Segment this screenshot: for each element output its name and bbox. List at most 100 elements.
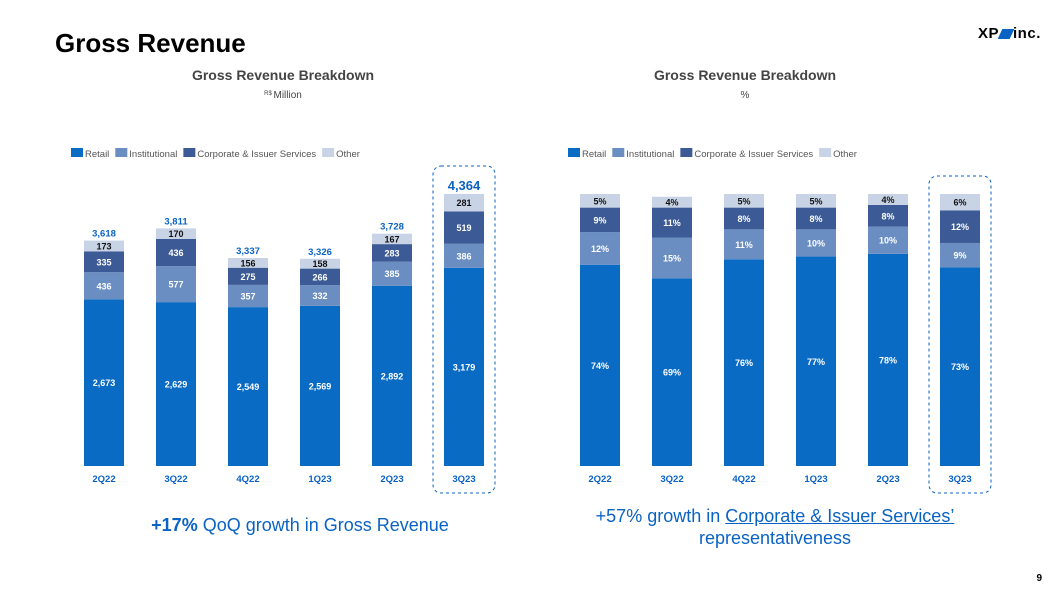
legend-label-other: Other bbox=[833, 149, 857, 160]
data-label-institutional-4Q22: 357 bbox=[240, 292, 255, 302]
data-label-corporate-issuer-services-3Q23: 519 bbox=[456, 223, 471, 233]
x-tick-3Q23: 3Q23 bbox=[948, 474, 971, 485]
data-label-other-3Q22: 4% bbox=[665, 198, 678, 208]
chart-title: Gross Revenue Breakdown bbox=[654, 67, 836, 83]
logo-text-right: inc. bbox=[1013, 25, 1041, 42]
qoq-growth-caption: +17% QoQ growth in Gross Revenue bbox=[60, 515, 540, 536]
data-label-institutional-4Q22: 11% bbox=[735, 240, 753, 250]
data-label-corporate-issuer-services-2Q23: 8% bbox=[881, 211, 894, 221]
bar-other-3Q22 bbox=[156, 228, 196, 240]
chart-subtitle: % bbox=[741, 90, 750, 101]
bar-corporate-issuer-services-4Q22 bbox=[724, 207, 764, 230]
bar-retail-1Q23 bbox=[300, 305, 340, 466]
bar-other-1Q23 bbox=[300, 258, 340, 269]
data-label-corporate-issuer-services-1Q23: 266 bbox=[312, 272, 327, 282]
data-label-other-2Q23: 4% bbox=[881, 195, 894, 205]
highlight-box-3Q23 bbox=[432, 165, 496, 494]
bar-other-3Q22 bbox=[652, 196, 692, 208]
chart-title: Gross Revenue Breakdown bbox=[192, 67, 374, 83]
x-tick-4Q22: 4Q22 bbox=[236, 474, 259, 485]
bar-institutional-2Q23 bbox=[372, 261, 412, 286]
bar-institutional-4Q22 bbox=[228, 284, 268, 308]
bar-corporate-issuer-services-2Q22 bbox=[580, 207, 620, 233]
data-label-other-2Q22: 5% bbox=[593, 196, 606, 206]
data-label-other-3Q22: 170 bbox=[168, 229, 183, 239]
legend-swatch-institutional bbox=[115, 148, 128, 157]
data-label-institutional-1Q23: 10% bbox=[807, 238, 825, 248]
bar-institutional-3Q23 bbox=[444, 243, 484, 268]
data-label-other-1Q23: 158 bbox=[312, 259, 327, 269]
legend-label-institutional: Institutional bbox=[626, 149, 674, 160]
bar-corporate-issuer-services-3Q22 bbox=[652, 207, 692, 238]
page-number: 9 bbox=[1036, 573, 1042, 584]
bar-other-3Q23 bbox=[444, 193, 484, 212]
data-label-retail-3Q22: 69% bbox=[663, 368, 681, 378]
bar-institutional-2Q22 bbox=[580, 232, 620, 265]
legend-swatch-retail bbox=[71, 148, 83, 157]
data-label-retail-3Q23: 73% bbox=[951, 362, 969, 372]
data-label-retail-3Q22: 2,629 bbox=[165, 380, 188, 390]
x-tick-3Q23: 3Q23 bbox=[452, 474, 475, 485]
legend-label-other: Other bbox=[336, 149, 360, 160]
x-tick-2Q23: 2Q23 bbox=[876, 474, 899, 485]
currency-unit: R$ bbox=[264, 91, 273, 97]
total-label-3Q22: 3,811 bbox=[164, 216, 188, 227]
x-tick-2Q22: 2Q22 bbox=[588, 474, 611, 485]
legend-swatch-corporate-issuer-services bbox=[183, 148, 196, 157]
data-label-other-2Q22: 173 bbox=[96, 241, 111, 251]
bar-retail-2Q23 bbox=[868, 253, 908, 466]
data-label-other-3Q23: 6% bbox=[953, 198, 966, 208]
bar-retail-3Q22 bbox=[156, 302, 196, 466]
legend-swatch-retail bbox=[568, 148, 580, 157]
bar-other-2Q22 bbox=[580, 194, 620, 208]
legend-label-retail: Retail bbox=[85, 149, 109, 160]
data-label-retail-4Q22: 2,549 bbox=[237, 382, 260, 392]
cis-caption-suffix: representativeness bbox=[698, 528, 852, 548]
logo-text-left: XP bbox=[978, 25, 1000, 42]
bar-retail-3Q22 bbox=[652, 278, 692, 466]
data-label-retail-2Q23: 78% bbox=[879, 355, 897, 365]
bar-other-4Q22 bbox=[724, 194, 764, 208]
bar-retail-1Q23 bbox=[796, 256, 836, 466]
data-label-other-3Q23: 281 bbox=[456, 198, 471, 208]
legend-label-retail: Retail bbox=[582, 149, 606, 160]
data-label-institutional-2Q22: 12% bbox=[591, 244, 609, 254]
total-label-2Q22: 3,618 bbox=[92, 229, 116, 240]
legend-swatch-other bbox=[819, 148, 832, 157]
growth-text: QoQ growth in Gross Revenue bbox=[197, 515, 449, 535]
bar-other-3Q23 bbox=[940, 194, 980, 211]
data-label-corporate-issuer-services-1Q23: 8% bbox=[809, 214, 822, 224]
data-label-corporate-issuer-services-3Q22: 436 bbox=[168, 248, 183, 258]
total-label-3Q23: 4,364 bbox=[448, 178, 481, 193]
bar-other-4Q22 bbox=[228, 258, 268, 268]
data-label-institutional-3Q22: 577 bbox=[168, 280, 183, 290]
cis-caption-prefix: +57% growth in bbox=[595, 506, 726, 526]
data-label-corporate-issuer-services-2Q22: 9% bbox=[593, 215, 606, 225]
bar-corporate-issuer-services-2Q22 bbox=[84, 251, 124, 273]
data-label-institutional-1Q23: 332 bbox=[312, 291, 327, 301]
bar-corporate-issuer-services-1Q23 bbox=[300, 268, 340, 286]
x-tick-1Q23: 1Q23 bbox=[308, 474, 331, 485]
data-label-retail-3Q23: 3,179 bbox=[453, 362, 476, 372]
legend-label-institutional: Institutional bbox=[129, 149, 177, 160]
legend-swatch-corporate-issuer-services bbox=[680, 148, 693, 157]
cis-growth-caption: +57% growth in Corporate & Issuer Servic… bbox=[540, 505, 1010, 549]
bar-other-2Q23 bbox=[372, 233, 412, 245]
data-label-other-4Q22: 156 bbox=[240, 258, 255, 268]
xp-inc-logo: XP inc. bbox=[978, 25, 1041, 42]
total-label-2Q23: 3,728 bbox=[380, 222, 404, 233]
bar-corporate-issuer-services-2Q23 bbox=[372, 244, 412, 262]
data-label-other-1Q23: 5% bbox=[809, 196, 822, 206]
data-label-institutional-2Q22: 436 bbox=[96, 281, 111, 291]
data-label-retail-2Q22: 2,673 bbox=[93, 378, 116, 388]
bar-institutional-1Q23 bbox=[300, 285, 340, 306]
data-label-retail-1Q23: 77% bbox=[807, 357, 825, 367]
bar-retail-2Q23 bbox=[372, 285, 412, 466]
data-label-institutional-3Q23: 386 bbox=[456, 251, 471, 261]
bar-institutional-1Q23 bbox=[796, 229, 836, 257]
data-label-institutional-3Q22: 15% bbox=[663, 253, 681, 263]
x-tick-3Q22: 3Q22 bbox=[660, 474, 683, 485]
growth-highlight: +17% bbox=[151, 515, 198, 535]
